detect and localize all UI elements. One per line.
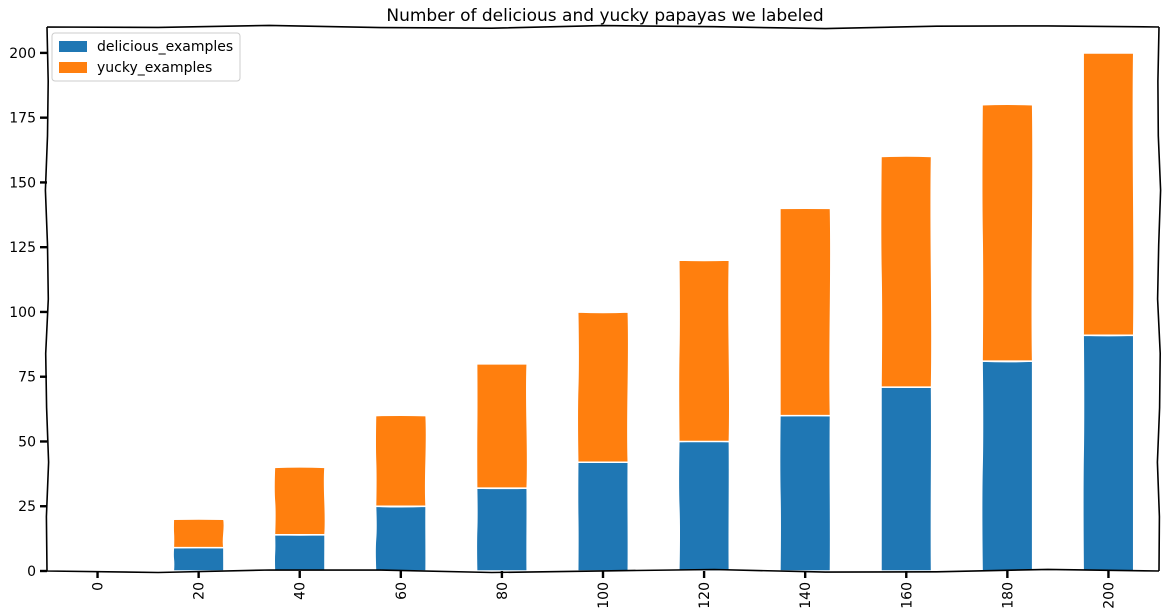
y-tick-label: 150 (9, 175, 36, 191)
legend-label-yucky: yucky_examples (97, 60, 212, 76)
bar-yucky-examples-100 (576, 311, 630, 463)
y-tick-label: 200 (9, 46, 36, 62)
y-tick-label: 0 (27, 564, 36, 580)
legend-swatch-delicious (59, 41, 87, 52)
x-tick-label: 0 (91, 582, 107, 591)
y-tick-label: 75 (18, 370, 36, 386)
bar-yucky-examples-120 (677, 259, 731, 443)
x-tick-label: 40 (293, 582, 309, 600)
legend-box (51, 32, 241, 82)
bar-delicious-examples-40 (273, 533, 326, 572)
legend: delicious_examples yucky_examples (51, 32, 241, 82)
x-tick-label: 160 (899, 582, 915, 609)
bar-yucky-examples-160 (879, 155, 933, 388)
bar-delicious-examples-60 (374, 505, 427, 572)
x-tick-label: 20 (192, 582, 208, 600)
x-tick-label: 120 (697, 582, 713, 609)
y-tick-label: 175 (9, 111, 36, 127)
y-tick-label: 50 (18, 434, 36, 450)
bars-group (172, 52, 1135, 572)
bar-yucky-examples-80 (475, 363, 529, 489)
x-tick-label: 100 (596, 582, 612, 609)
legend-swatch-yucky (59, 62, 87, 73)
bar-delicious-examples-140 (778, 414, 832, 572)
bar-yucky-examples-200 (1082, 52, 1135, 337)
bar-yucky-examples-40 (273, 466, 327, 536)
bar-delicious-examples-180 (980, 360, 1034, 572)
x-tick-label: 180 (1000, 582, 1016, 609)
legend-label-delicious: delicious_examples (97, 39, 233, 55)
x-tick-label: 200 (1101, 582, 1117, 609)
bar-yucky-examples-140 (779, 207, 832, 417)
x-tick-label: 60 (394, 582, 410, 600)
chart-title: Number of delicious and yucky papayas we… (386, 6, 823, 26)
x-axis: 0 20 40 60 80 100 120 140 160 180 200 (91, 571, 1117, 609)
bar-yucky-examples-180 (980, 103, 1034, 362)
bar-delicious-examples-80 (475, 487, 529, 572)
y-tick-label: 25 (18, 499, 36, 515)
x-tick-label: 140 (798, 582, 814, 609)
bar-yucky-examples-60 (374, 414, 428, 507)
y-tick-label: 100 (9, 305, 36, 321)
plot-frame (44, 24, 1162, 574)
bar-delicious-examples-100 (576, 461, 630, 572)
y-axis: 0 25 50 75 100 125 150 175 200 (9, 46, 47, 580)
bar-delicious-examples-120 (677, 440, 731, 572)
y-tick-label: 125 (9, 240, 36, 256)
x-tick-label: 80 (495, 582, 511, 600)
bar-delicious-examples-20 (172, 546, 225, 572)
bar-yucky-examples-20 (172, 518, 226, 549)
bar-delicious-examples-200 (1082, 334, 1135, 572)
bar-delicious-examples-160 (880, 386, 933, 572)
